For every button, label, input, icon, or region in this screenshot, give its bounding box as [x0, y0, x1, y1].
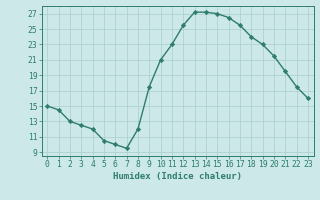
X-axis label: Humidex (Indice chaleur): Humidex (Indice chaleur): [113, 172, 242, 181]
